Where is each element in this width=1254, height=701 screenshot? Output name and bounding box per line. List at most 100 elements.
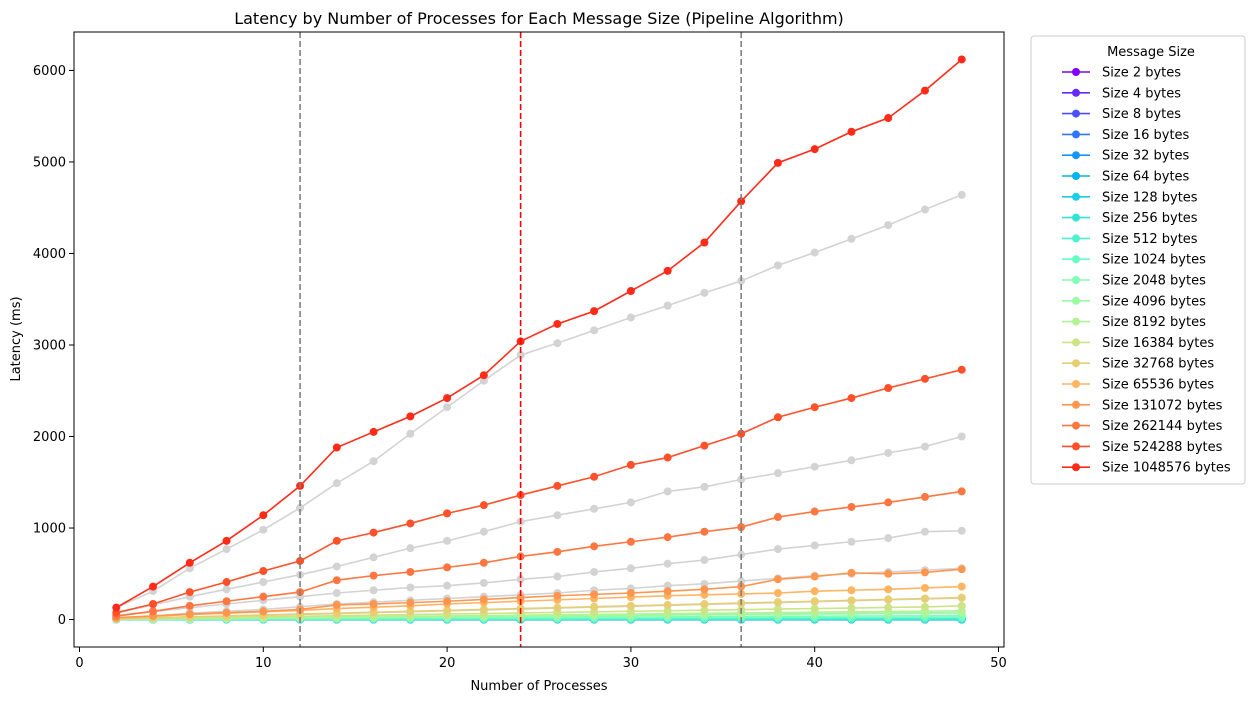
data-point [884,569,893,578]
reference-point [920,527,929,536]
data-point [663,587,672,596]
data-point [369,427,378,436]
legend-marker [1072,88,1080,97]
legend-item: Size 524288 bytes [1062,440,1223,455]
reference-point [884,448,893,457]
chart-title: Latency by Number of Processes for Each … [234,9,844,28]
legend-marker [1072,255,1080,264]
x-tick-label: 30 [623,656,640,671]
reference-point [700,482,709,491]
data-point [847,502,856,511]
legend-marker [1072,172,1080,180]
legend-label: Size 4 bytes [1102,86,1181,101]
data-point [626,601,635,610]
reference-point [810,541,819,550]
data-point [737,197,746,206]
data-point [626,537,635,546]
data-point [773,598,782,607]
data-point [443,606,452,615]
y-tick-label: 3000 [33,338,66,353]
legend-label: Size 64 bytes [1102,170,1190,185]
data-point [112,603,121,612]
data-point [773,575,782,584]
reference-line [116,567,962,619]
data-point [700,527,709,536]
data-point [332,536,341,545]
data-point [479,558,488,567]
data-point [700,441,709,450]
data-point [185,601,194,610]
reference-point [443,403,452,412]
data-point [700,590,709,599]
legend-marker [1072,234,1080,243]
reference-point [516,351,525,360]
reference-point [590,567,599,576]
data-point [957,55,966,64]
data-point [663,606,672,615]
reference-point [332,562,341,571]
data-point [553,547,562,556]
data-point [847,604,856,613]
reference-point [626,313,635,322]
data-point [222,597,231,606]
legend-label: Size 16384 bytes [1102,336,1214,351]
reference-point [259,578,268,587]
data-point [590,472,599,481]
series-line [116,609,962,620]
data-point [920,86,929,95]
series-line [116,490,962,617]
legend-label: Size 4096 bytes [1102,294,1206,309]
reference-point [847,234,856,243]
data-point [590,602,599,611]
reference-point [700,556,709,565]
data-point [700,238,709,247]
legend-marker [1072,421,1080,430]
legend-item: Size 1024 bytes [1062,253,1206,268]
reference-point [369,457,378,466]
data-point [700,599,709,608]
data-point [626,460,635,469]
data-point [773,413,782,422]
legend-marker [1072,213,1080,222]
data-point [884,595,893,604]
data-point [222,608,231,617]
data-point [259,511,268,520]
data-point [479,371,488,380]
data-point [847,568,856,577]
legend-marker [1072,463,1080,472]
data-point [810,597,819,606]
data-point [920,374,929,383]
legend-label: Size 32768 bytes [1102,357,1214,372]
series-size-1048576-bytes [112,55,966,612]
reference-point [590,504,599,513]
reference-point [443,536,452,545]
data-point [443,563,452,572]
reference-point [479,527,488,536]
data-point [957,487,966,496]
reference-point [810,462,819,471]
data-point [369,599,378,608]
reference-point [884,534,893,543]
data-point [626,607,635,616]
reference-point [553,511,562,520]
legend-item: Size 16 bytes [1062,128,1190,143]
legend-label: Size 1024 bytes [1102,253,1206,268]
data-point [810,403,819,412]
data-point [259,567,268,576]
data-point [847,394,856,403]
reference-point [479,376,488,385]
data-point [369,571,378,580]
legend-label: Size 8 bytes [1102,107,1181,122]
data-point [810,507,819,516]
reference-point [957,190,966,199]
reference-point [406,544,415,553]
data-point [920,602,929,611]
legend-marker [1072,192,1080,201]
reference-point [920,442,929,451]
data-point [185,588,194,597]
series-size-262144-bytes [112,487,966,620]
data-point [810,587,819,596]
legend-marker [1072,68,1080,76]
reference-point [663,559,672,568]
data-point [773,158,782,167]
